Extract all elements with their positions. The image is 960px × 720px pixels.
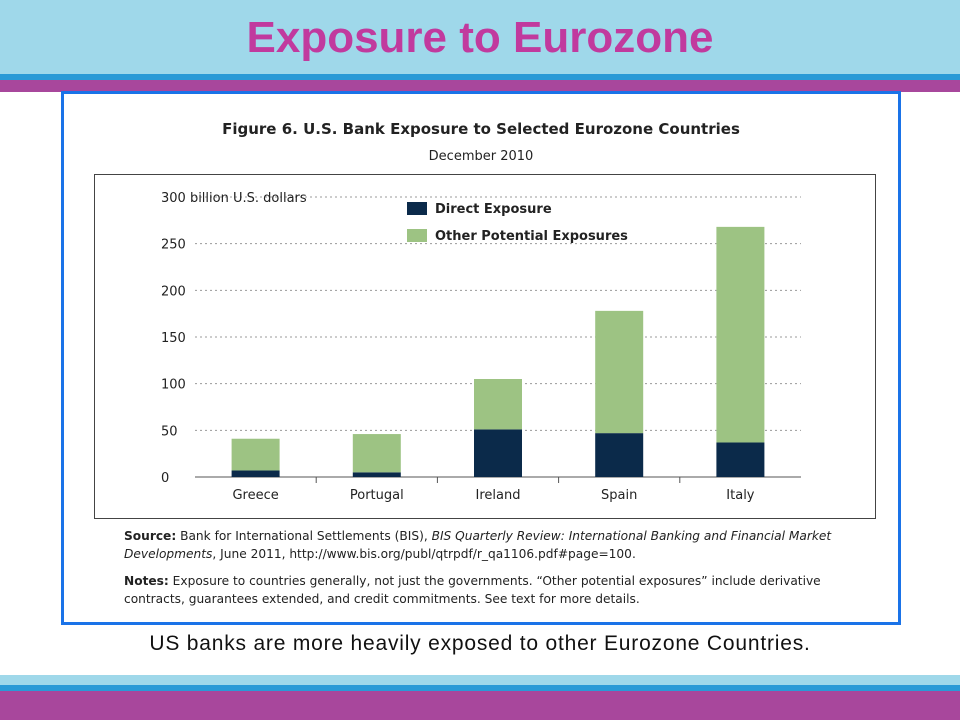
footer-stripe-accent bbox=[0, 691, 960, 720]
x-tick-label: Greece bbox=[232, 488, 278, 503]
legend-swatch bbox=[407, 202, 427, 215]
stacked-bar-chart: 0 50 100 150 200 250 300 billion U.S. dollars G… bbox=[161, 191, 801, 503]
bar-other-greece bbox=[231, 438, 280, 471]
y-tick-label: 0 bbox=[161, 471, 169, 486]
bar-direct-portugal bbox=[352, 472, 401, 477]
source-text-1: Bank for International Settlements (BIS)… bbox=[176, 529, 432, 543]
chart-box: 0 50 100 150 200 250 300 billion U.S. dollars G… bbox=[94, 174, 876, 519]
bar-direct-greece bbox=[231, 470, 280, 477]
header-band bbox=[0, 0, 960, 74]
slide-title: Exposure to Eurozone bbox=[246, 13, 714, 62]
bar-direct-italy bbox=[716, 442, 765, 477]
x-tick-label: Ireland bbox=[476, 488, 521, 503]
notes-text: Exposure to countries generally, not jus… bbox=[124, 574, 821, 606]
legend-label: Direct Exposure bbox=[435, 202, 552, 217]
figure-subtitle: December 2010 bbox=[428, 149, 534, 164]
legend-label: Other Potential Exposures bbox=[435, 229, 628, 244]
legend-swatch bbox=[407, 229, 427, 242]
y-tick-label: 100 bbox=[161, 378, 186, 393]
x-tick-label: Spain bbox=[601, 488, 637, 503]
bar-other-italy bbox=[716, 226, 765, 443]
figure-frame: Figure 6. U.S. Bank Exposure to Selected… bbox=[61, 91, 901, 625]
source-note: Source: Bank for International Settlemen… bbox=[124, 527, 869, 563]
bar-other-portugal bbox=[352, 434, 401, 473]
footer-band bbox=[0, 675, 960, 685]
source-publication: BIS Quarterly Review: International Bank… bbox=[124, 529, 832, 561]
y-tick-label: 250 bbox=[161, 238, 186, 253]
bar-other-ireland bbox=[474, 379, 522, 430]
x-tick-label: Italy bbox=[726, 488, 755, 503]
figure-title: Figure 6. U.S. Bank Exposure to Selected… bbox=[222, 120, 740, 138]
header-stripe bbox=[0, 74, 960, 80]
header-stripe-accent bbox=[0, 80, 960, 92]
bar-direct-spain bbox=[595, 433, 644, 477]
notes: Notes: Exposure to countries generally, … bbox=[124, 572, 869, 608]
footer-stripe bbox=[0, 685, 960, 691]
y-tick-label: 300 billion U.S. dollars bbox=[161, 191, 307, 206]
y-tick-label: 150 bbox=[161, 331, 186, 346]
source-label: Source: bbox=[124, 529, 177, 543]
notes-label: Notes: bbox=[124, 574, 169, 588]
bar-other-spain bbox=[595, 310, 644, 434]
y-tick-label: 200 bbox=[161, 284, 186, 299]
footnotes: Source: Bank for International Settlemen… bbox=[124, 527, 869, 608]
bar-direct-ireland bbox=[474, 429, 522, 477]
slide-caption: US banks are more heavily exposed to oth… bbox=[149, 632, 811, 655]
x-tick-label: Portugal bbox=[350, 488, 404, 503]
y-tick-label: 50 bbox=[161, 424, 178, 439]
source-text-2: , June 2011, http://www.bis.org/publ/qtr… bbox=[212, 547, 636, 561]
